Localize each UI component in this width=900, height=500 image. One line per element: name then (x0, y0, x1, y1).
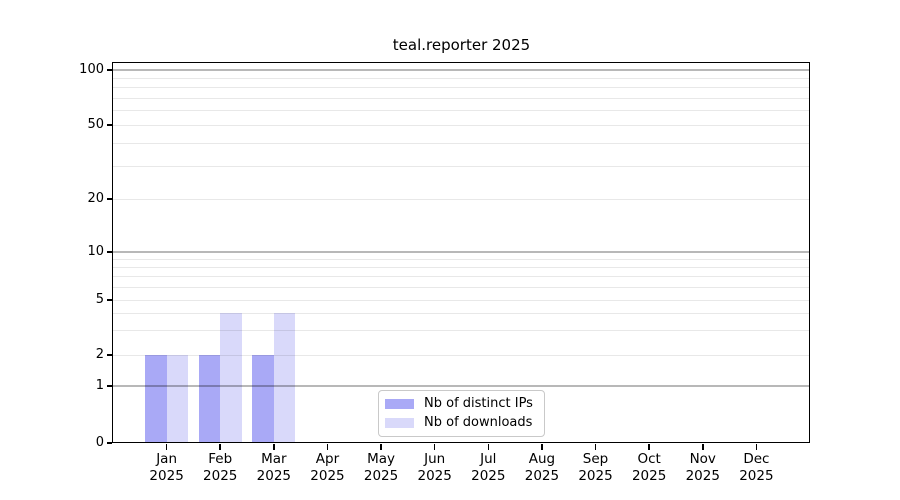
bar-distinct-ips (145, 355, 167, 443)
chart-title: teal.reporter 2025 (392, 36, 531, 54)
bar-distinct-ips (252, 355, 274, 443)
legend-item-distinct-ips: Nb of distinct IPs (385, 397, 544, 411)
bar-downloads (166, 355, 189, 443)
legend-label-distinct-ips: Nb of distinct IPs (424, 396, 533, 411)
bar-downloads (220, 313, 242, 443)
bar-downloads (273, 313, 296, 443)
legend-swatch-distinct-ips (385, 399, 414, 409)
legend-swatch-downloads (385, 418, 414, 428)
legend-label-downloads: Nb of downloads (424, 415, 533, 430)
chart-legend: Nb of distinct IPs Nb of downloads (378, 390, 545, 437)
bar-distinct-ips (198, 355, 221, 443)
legend-item-downloads: Nb of downloads (385, 416, 544, 430)
